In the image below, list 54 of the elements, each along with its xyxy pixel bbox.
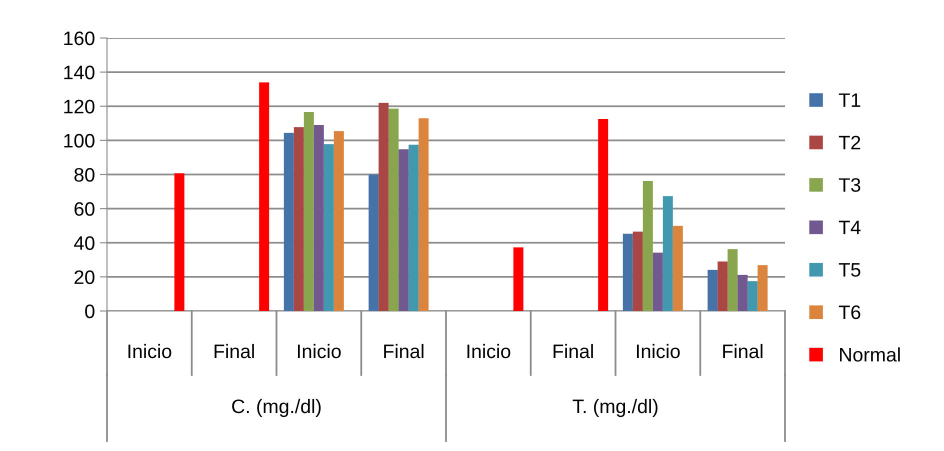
legend-label: T3 <box>838 178 860 192</box>
bar <box>294 127 304 311</box>
x-tick-label: Final <box>384 344 424 358</box>
y-tick-label: 80 <box>74 168 94 182</box>
bar <box>174 173 184 311</box>
bar <box>314 125 324 311</box>
legend-label: T2 <box>838 136 860 150</box>
legend-label: T6 <box>838 305 860 320</box>
bar <box>398 149 409 311</box>
x-tick-label: Final <box>214 344 254 358</box>
bar <box>662 196 673 311</box>
bar <box>758 265 768 311</box>
bar <box>284 132 294 311</box>
legend-label: T4 <box>838 220 861 234</box>
legend-label: T1 <box>838 93 860 107</box>
bar <box>324 144 334 311</box>
x-tick-label: Final <box>554 344 593 358</box>
x-tick-label: Inicio <box>636 344 680 358</box>
x-tick-label: Inicio <box>298 344 341 358</box>
legend-label: Normal <box>840 347 900 362</box>
bar <box>748 281 758 311</box>
y-tick-label: 120 <box>64 100 94 114</box>
bar <box>408 144 419 311</box>
legend-label: T5 <box>838 263 860 277</box>
bar <box>304 112 314 311</box>
x-tick-label: Final <box>723 344 762 358</box>
bar <box>652 252 663 311</box>
bar <box>738 274 748 311</box>
y-tick-label: 0 <box>85 304 94 318</box>
x-tick-label: Inicio <box>467 344 510 358</box>
y-tick-label: 40 <box>74 236 94 250</box>
y-tick-label: 60 <box>74 202 94 216</box>
y-tick-label: 160 <box>64 31 94 46</box>
bar <box>259 82 270 311</box>
bar <box>728 249 738 311</box>
bar <box>622 234 633 311</box>
bar <box>718 262 728 311</box>
bar <box>378 102 389 311</box>
bar <box>632 232 643 311</box>
bar <box>708 270 718 311</box>
bar <box>418 118 429 311</box>
x-tick-label: Inicio <box>128 344 172 358</box>
bar <box>368 174 379 311</box>
bar <box>672 226 683 311</box>
bar <box>642 180 653 311</box>
bar <box>388 108 399 311</box>
y-tick-label: 140 <box>64 66 94 80</box>
text: T. (mg./dl) <box>572 398 658 418</box>
bar <box>598 119 608 311</box>
y-tick-label: 100 <box>64 134 94 148</box>
y-tick-label: 20 <box>74 270 94 284</box>
text: C. (mg./dl) <box>232 398 321 418</box>
bar <box>334 131 344 311</box>
bar <box>513 247 524 311</box>
